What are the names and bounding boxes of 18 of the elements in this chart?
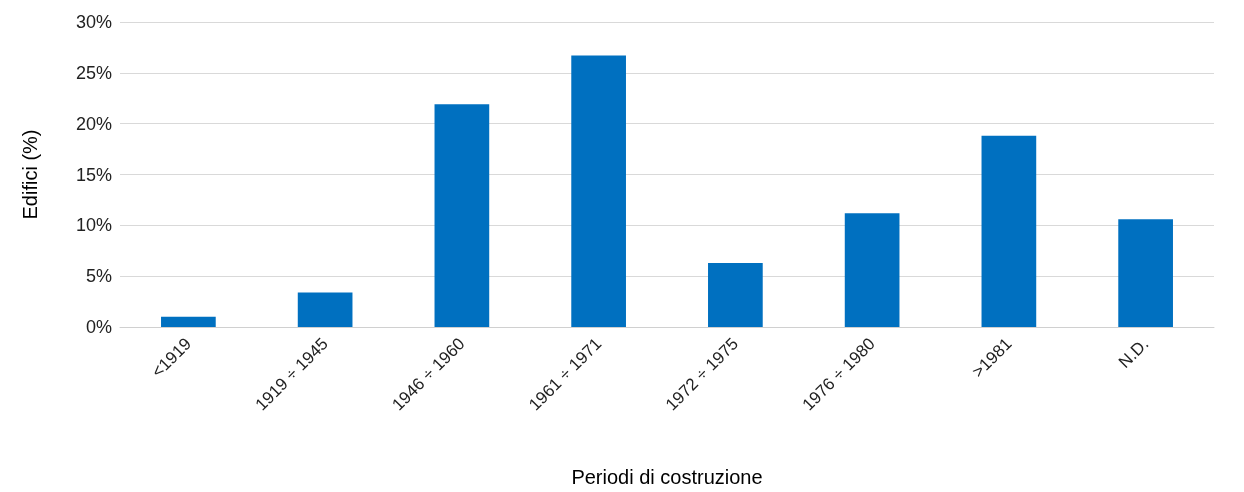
y-tick-label: 0% — [85, 317, 112, 337]
bar — [708, 262, 763, 327]
y-tick-label: 25% — [75, 62, 112, 83]
x-tick-label: N.D. — [1114, 334, 1153, 372]
bar — [434, 104, 490, 327]
bar — [1118, 219, 1173, 327]
bar — [571, 55, 626, 327]
x-axis-title: Periodi di costruzione — [571, 466, 763, 488]
y-tick-label: 30% — [75, 12, 112, 32]
bar — [161, 316, 216, 327]
y-tick-label: 20% — [75, 113, 112, 134]
y-tick-label: 15% — [75, 164, 112, 185]
y-axis-title: Edifici (%) — [19, 129, 41, 220]
y-tick-label: 5% — [85, 266, 112, 287]
bar — [981, 135, 1037, 327]
bar — [297, 292, 353, 327]
bar — [844, 213, 900, 327]
y-tick-label: 10% — [75, 215, 112, 236]
